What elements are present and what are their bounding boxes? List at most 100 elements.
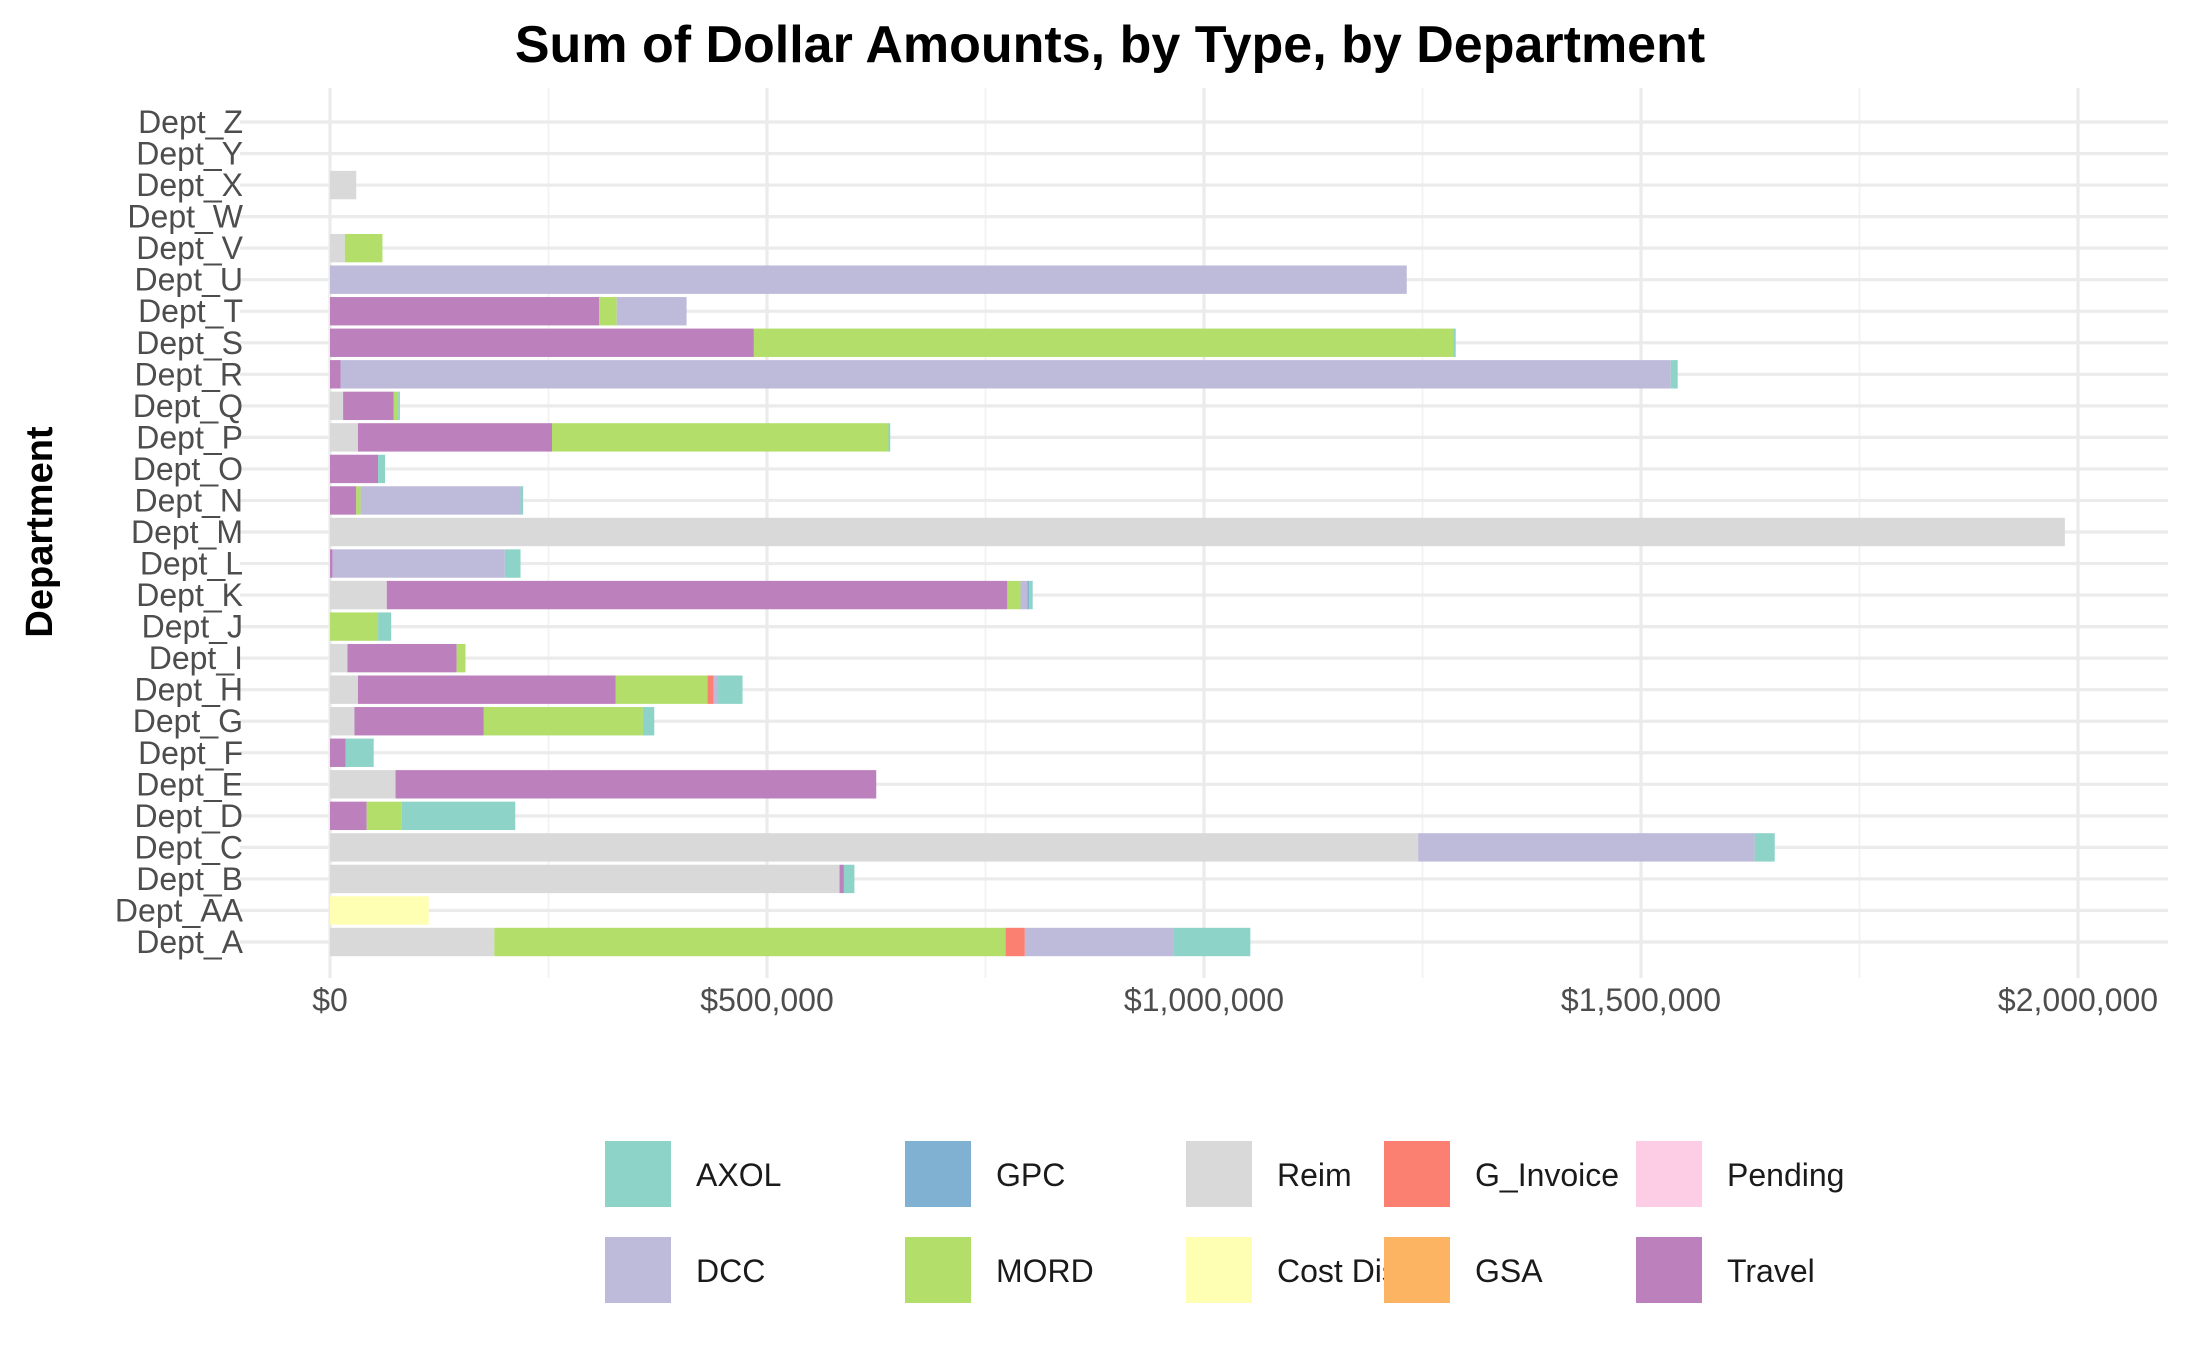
bar-dept-g-axol (642, 707, 655, 736)
bar-dept-a-axol (1173, 927, 1251, 957)
legend-label-reim: Reim (1277, 1157, 1352, 1193)
bar-dept-l-travel (330, 549, 333, 578)
bar-dept-h-axol (718, 675, 743, 704)
x-tick-label: $1,000,000 (1124, 982, 1284, 1018)
bar-dept-s-axol (1453, 328, 1456, 357)
legend-label-mord: MORD (996, 1253, 1094, 1289)
y-tick-label: Dept_R (135, 356, 244, 392)
bar-dept-l-axol (504, 549, 521, 578)
bars-layer (330, 170, 2065, 957)
bar-dept-q-mord (393, 391, 399, 421)
bar-dept-k-travel (386, 580, 1008, 610)
y-tick-label: Dept_Q (133, 388, 243, 424)
y-tick-label: Dept_Z (138, 104, 243, 140)
y-tick-label: Dept_W (127, 199, 243, 235)
y-tick-label: Dept_T (138, 293, 243, 329)
bar-dept-i-reim (330, 643, 348, 673)
bar-dept-b-travel (839, 864, 844, 894)
y-tick-label: Dept_D (135, 798, 244, 834)
bar-dept-q-reim (330, 391, 344, 421)
legend-key-reim (1186, 1141, 1252, 1207)
y-tick-label: Dept_B (136, 861, 243, 897)
legend-key-pending (1636, 1141, 1702, 1207)
y-tick-label: Dept_O (133, 451, 243, 487)
y-tick-label: Dept_S (136, 325, 243, 361)
legend-label-travel: Travel (1727, 1253, 1815, 1289)
bar-dept-k-mord (1007, 580, 1021, 610)
bar-dept-k-dcc (1020, 580, 1028, 610)
bar-dept-h-dcc (713, 675, 719, 704)
bar-dept-h-reim (330, 675, 358, 704)
legend-key-mord (905, 1237, 971, 1303)
bar-dept-s-travel (330, 328, 754, 357)
bar-dept-q-axol (398, 391, 400, 421)
y-tick-label: Dept_L (140, 546, 243, 582)
legend-key-cost-distro (1186, 1237, 1252, 1303)
bar-dept-c-reim (330, 833, 1419, 862)
legend-key-gsa (1384, 1237, 1450, 1303)
bar-dept-p-mord (551, 423, 889, 452)
y-tick-label: Dept_V (136, 230, 243, 266)
bar-dept-p-reim (330, 423, 358, 452)
bar-dept-u-dcc (330, 265, 1407, 294)
bar-dept-b-reim (330, 864, 840, 894)
bar-dept-d-travel (330, 801, 367, 831)
legend-key-g-invoice (1384, 1141, 1450, 1207)
y-tick-label: Dept_E (136, 766, 243, 802)
legend-key-axol (605, 1141, 671, 1207)
bar-dept-n-mord (356, 486, 361, 515)
chart-title: Sum of Dollar Amounts, by Type, by Depar… (515, 16, 1705, 74)
bar-dept-a-g-invoice (1005, 927, 1025, 957)
x-tick-label: $2,000,000 (1998, 982, 2158, 1018)
legend-key-dcc (605, 1237, 671, 1303)
x-tick-label: $0 (312, 982, 348, 1018)
bar-dept-h-travel (357, 675, 616, 704)
bar-dept-a-reim (330, 927, 495, 957)
legend-label-g-invoice: G_Invoice (1475, 1157, 1619, 1193)
bar-dept-p-axol (888, 423, 891, 452)
x-tick-labels: $0 $500,000 $1,000,000 $1,500,000 $2,000,000 (312, 982, 2158, 1018)
bar-dept-aa-cost-distro (330, 896, 429, 925)
legend-label-dcc: DCC (696, 1253, 765, 1289)
bar-dept-p-travel (357, 423, 552, 452)
bar-dept-a-mord (494, 927, 1006, 957)
bar-dept-q-travel (343, 391, 394, 421)
bar-dept-o-travel (330, 454, 379, 484)
bar-dept-g-travel (354, 707, 484, 736)
y-tick-label: Dept_A (136, 924, 243, 960)
bar-dept-t-mord (599, 297, 617, 326)
bar-dept-f-axol (345, 738, 374, 767)
bar-dept-n-axol (520, 486, 524, 515)
bar-dept-h-mord (615, 675, 708, 704)
bar-dept-t-dcc (616, 297, 687, 326)
y-tick-label: Dept_N (135, 482, 244, 518)
bar-dept-m-reim (330, 517, 2065, 547)
y-tick-label: Dept_I (149, 640, 243, 676)
bar-dept-k-reim (330, 580, 387, 610)
bar-dept-v-mord (344, 233, 383, 263)
bar-dept-x-reim (330, 170, 357, 200)
bar-dept-n-dcc (360, 486, 521, 515)
bar-dept-t-travel (330, 297, 600, 326)
bar-dept-k-gpc (1027, 580, 1030, 610)
bar-dept-l-dcc (332, 549, 505, 578)
y-tick-label: Dept_J (142, 609, 243, 645)
legend-label-axol: AXOL (696, 1157, 781, 1193)
y-tick-label: Dept_C (135, 829, 244, 865)
legend-label-pending: Pending (1727, 1157, 1844, 1193)
y-axis-label: Department (19, 426, 61, 637)
x-tick-label: $1,500,000 (1561, 982, 1721, 1018)
y-tick-label: Dept_P (136, 419, 243, 455)
legend-key-gpc (905, 1141, 971, 1207)
bar-dept-a-dcc (1024, 927, 1174, 957)
legend-key-travel (1636, 1237, 1702, 1303)
bar-dept-g-reim (330, 707, 355, 736)
bar-dept-r-dcc (340, 360, 1671, 389)
bar-dept-d-axol (401, 801, 516, 831)
x-tick-label: $500,000 (700, 982, 833, 1018)
bar-dept-k-axol (1029, 580, 1033, 610)
y-tick-label: Dept_AA (115, 892, 244, 928)
